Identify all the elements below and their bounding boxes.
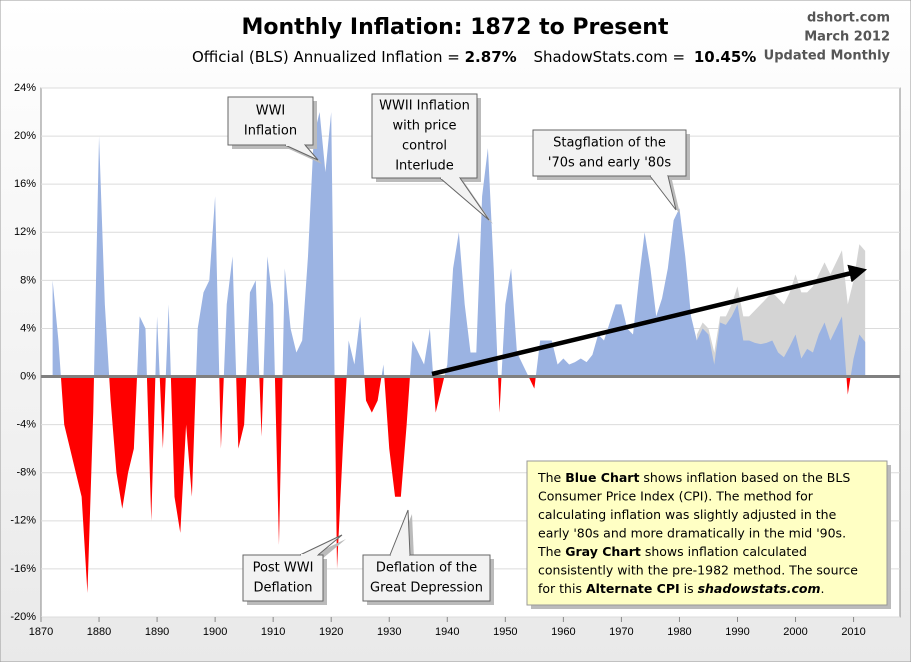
callout-text: Stagflation of the <box>553 136 666 151</box>
note-line: calculating inflation was slightly adjus… <box>538 507 837 522</box>
note-run: shadowstats.com <box>698 581 821 596</box>
note-run: for this <box>538 581 586 596</box>
x-tick-label: 1880 <box>87 626 111 638</box>
note-line: Consumer Price Index (CPI). The method f… <box>538 488 814 503</box>
note-run: consistently with the pre-1982 method. T… <box>538 562 858 577</box>
y-tick-label: 4% <box>20 322 36 334</box>
note-run: early '80s and more dramatically in the … <box>538 525 846 540</box>
callout-pointer <box>299 534 343 556</box>
x-tick-label: 1920 <box>319 626 343 638</box>
callout-pointer <box>389 509 411 556</box>
x-tick-label: 1970 <box>609 626 633 638</box>
callout-box <box>227 96 314 146</box>
callout-text: Great Depression <box>370 581 483 596</box>
y-tick-label: -4% <box>16 419 36 431</box>
note-run: The <box>537 470 565 485</box>
x-tick-label: 1960 <box>551 626 575 638</box>
note-run: shows inflation based on the BLS <box>639 470 850 485</box>
note-run: The <box>537 544 565 559</box>
note-run: . <box>821 581 825 596</box>
note-run: calculating inflation was slightly adjus… <box>538 507 837 522</box>
y-tick-label: -16% <box>10 563 36 575</box>
note-run: is <box>680 581 698 596</box>
callout-text: Inflation <box>244 124 297 139</box>
y-tick-label: 0% <box>20 370 36 382</box>
callouts: WWI Inflation WWII Inflation with price cont… <box>227 93 690 605</box>
y-tick-label: 16% <box>14 178 36 190</box>
callout-box <box>371 93 478 179</box>
note: The Blue Chart shows inflation based on … <box>537 470 858 596</box>
note-run: Consumer Price Index (CPI). The method f… <box>538 488 814 503</box>
x-tick-label: 1990 <box>725 626 749 638</box>
x-tick-label: 1930 <box>377 626 401 638</box>
subtitle-value: 10.45% <box>694 48 756 66</box>
x-tick-label: 1950 <box>493 626 517 638</box>
callout-text: Deflation <box>253 581 312 596</box>
y-tick-label: 20% <box>14 130 36 142</box>
note-line: early '80s and more dramatically in the … <box>538 525 846 540</box>
subtitle-label: ShadowStats.com = <box>533 48 685 66</box>
subtitle-label: Official (BLS) Annualized Inflation = <box>192 48 460 66</box>
y-tick-label: 12% <box>14 226 36 238</box>
note-run: Alternate CPI <box>586 581 680 596</box>
x-tick-label: 2010 <box>841 626 865 638</box>
note-line: for this Alternate CPI is shadowstats.co… <box>538 581 824 596</box>
callout-text: Post WWI <box>253 561 314 576</box>
note-line: The Gray Chart shows inflation calculate… <box>537 544 807 559</box>
note-line: The Blue Chart shows inflation based on … <box>537 470 850 485</box>
callout-pointer-shadow <box>289 149 322 164</box>
y-tick-label: -12% <box>10 515 36 527</box>
callout-text: WWII Inflation <box>379 99 470 114</box>
y-tick-label: -8% <box>16 467 36 479</box>
y-tick-label: 24% <box>14 82 36 94</box>
x-tick-label: 1870 <box>29 626 53 638</box>
trend-arrow <box>431 264 868 377</box>
x-tick-label: 1980 <box>667 626 691 638</box>
y-tick-label: 8% <box>20 274 36 286</box>
area-positive <box>52 112 866 377</box>
note-run: shows inflation calculated <box>641 544 807 559</box>
x-tick-label: 1900 <box>203 626 227 638</box>
callout-text: Deflation of the <box>376 561 477 576</box>
callout-text: WWI <box>256 104 286 119</box>
source-text: dshort.com <box>807 11 890 26</box>
callout-box <box>362 554 491 602</box>
note-box <box>526 460 888 606</box>
x-tick-label: 2000 <box>783 626 807 638</box>
callout-text: with price <box>392 119 456 134</box>
callout-text: Interlude <box>395 159 454 174</box>
callout-pointer <box>284 144 319 161</box>
data <box>41 112 900 593</box>
subtitle: Official (BLS) Annualized Inflation = 2.… <box>192 48 756 66</box>
source-text: Updated Monthly <box>764 49 891 64</box>
note-run: Blue Chart <box>565 470 639 485</box>
callout-box <box>532 129 687 177</box>
source-text: March 2012 <box>804 30 890 45</box>
x-tick-label: 1910 <box>261 626 285 638</box>
note-line: consistently with the pre-1982 method. T… <box>538 562 858 577</box>
x-tick-label: 1940 <box>435 626 459 638</box>
callout-text: '70s and early '80s <box>548 156 671 171</box>
x-tick-label: 1890 <box>145 626 169 638</box>
callout-pointer <box>649 175 677 211</box>
callout-text: control <box>402 139 447 154</box>
chart-title: Monthly Inflation: 1872 to Present <box>242 15 669 40</box>
callout-box <box>242 554 324 602</box>
note-run: Gray Chart <box>565 544 641 559</box>
subtitle-value: 2.87% <box>465 48 517 66</box>
callout-pointer <box>439 177 490 221</box>
y-tick-label: -20% <box>10 611 36 623</box>
